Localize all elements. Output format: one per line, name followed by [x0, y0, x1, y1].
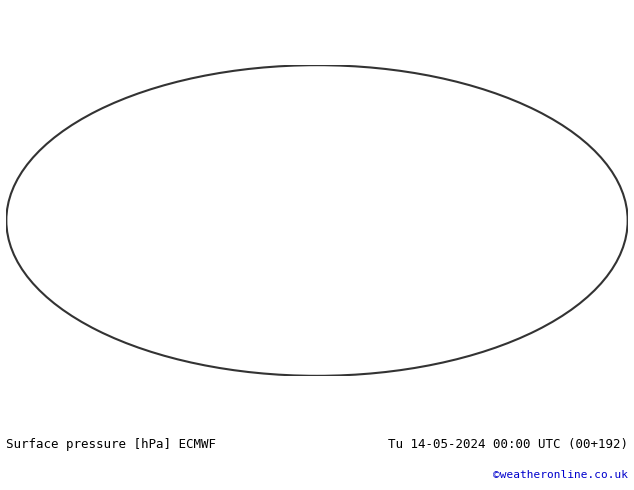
Text: Tu 14-05-2024 00:00 UTC (00+192): Tu 14-05-2024 00:00 UTC (00+192) [387, 438, 628, 451]
Text: Surface pressure [hPa] ECMWF: Surface pressure [hPa] ECMWF [6, 438, 216, 451]
Text: ©weatheronline.co.uk: ©weatheronline.co.uk [493, 470, 628, 480]
